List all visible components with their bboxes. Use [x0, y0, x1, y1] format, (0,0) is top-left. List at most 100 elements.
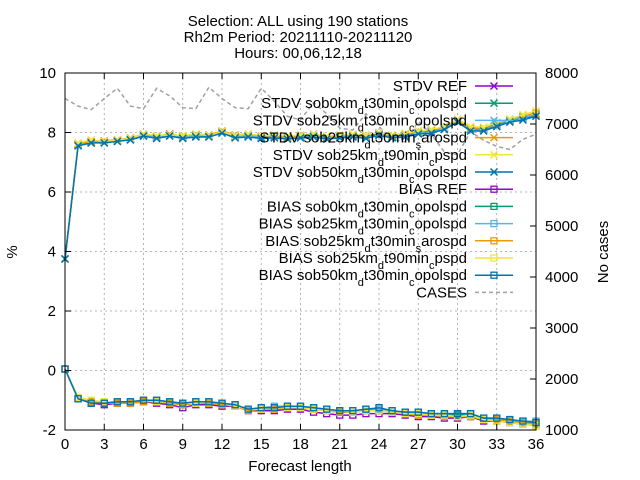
data-point: [113, 398, 121, 406]
data-point: [453, 409, 462, 418]
legend-sample-marker: [490, 185, 498, 193]
data-point: [362, 405, 370, 413]
x-tick-label: 9: [179, 436, 187, 453]
data-point: [126, 135, 135, 144]
legend-sample-marker: [490, 219, 498, 228]
legend-label: BIAS sob25kmdt90mincpspd: [279, 250, 467, 272]
legend-label: STDV sob25kmdt30minsarospd: [259, 130, 467, 152]
data-point: [152, 134, 161, 143]
y2-tick-label: 8000: [545, 65, 578, 82]
data-point: [518, 115, 527, 125]
cases-line: [64, 86, 537, 156]
legend-item: BIAS sob50kmdt30mincopolspd: [259, 267, 513, 289]
legend-label: STDV sob25kmdt90mincpspd: [273, 147, 467, 169]
data-point: [401, 132, 410, 141]
data-point: [296, 133, 305, 142]
data-point: [493, 414, 501, 422]
legend-sample-marker: [489, 150, 499, 159]
legend-sample-marker: [490, 237, 498, 245]
data-point: [348, 132, 357, 141]
data-point: [349, 407, 357, 415]
legend-item: STDV sob0kmdt30mincopolspd: [261, 95, 513, 117]
x-tick-label: 36: [528, 436, 545, 453]
data-point: [166, 398, 174, 406]
chart-title-line: Hours: 00,06,12,18: [234, 45, 362, 62]
legend-sample-marker: [490, 202, 498, 211]
data-point: [244, 405, 252, 413]
data-point: [309, 132, 318, 141]
y-tick-label: 6: [48, 184, 56, 201]
legend-label: STDV sob50kmdt30mincopolspd: [253, 164, 467, 186]
y-tick-label: 10: [39, 65, 56, 82]
data-point: [506, 415, 514, 424]
x-tick-label: 6: [139, 436, 147, 453]
data-point: [453, 115, 462, 124]
x-tick-label: 18: [292, 436, 309, 453]
data-point: [388, 407, 396, 415]
data-point: [322, 135, 331, 144]
data-point: [231, 401, 239, 409]
data-point: [100, 137, 109, 146]
legend-item: BIAS sob0kmdt30mincopolspd: [267, 198, 513, 220]
data-point: [427, 409, 435, 418]
y-tick-label: 0: [48, 363, 56, 380]
data-point: [205, 398, 213, 406]
data-point: [309, 129, 318, 139]
legend-label: BIAS REF: [399, 181, 467, 198]
data-point: [374, 128, 384, 137]
data-point: [270, 130, 279, 139]
legend-label: BIAS sob50kmdt30mincopolspd: [259, 267, 467, 289]
data-point: [100, 138, 109, 147]
y2-tick-label: 5000: [545, 218, 578, 235]
x-tick-label: 21: [331, 436, 348, 453]
data-point: [270, 133, 279, 142]
y2-axis-title: No cases: [595, 221, 612, 284]
data-point: [466, 126, 475, 136]
data-point: [296, 402, 305, 410]
data-point: [492, 122, 501, 131]
data-point: [257, 404, 265, 412]
legend-label: STDV sob25kmdt30mincopolspd: [253, 112, 467, 134]
data-point: [244, 129, 253, 139]
data-point: [388, 133, 397, 142]
data-point: [375, 404, 383, 412]
data-point: [192, 398, 200, 406]
data-point: [427, 129, 436, 138]
data-point: [348, 129, 357, 139]
legend-label: BIAS sob25kmdt30mincopolspd: [259, 216, 467, 238]
data-point: [126, 398, 135, 406]
y-tick-label: 2: [48, 303, 56, 320]
data-point: [309, 404, 318, 412]
data-point: [257, 134, 266, 143]
data-point: [283, 135, 292, 144]
data-point: [87, 138, 96, 147]
data-point: [204, 132, 213, 141]
legend-item: BIAS sob25kmdt90mincpspd: [279, 250, 513, 272]
legend-label: BIAS sob25kmdt30minsarospd: [265, 233, 467, 255]
y2-tick-label: 3000: [545, 320, 578, 337]
legend-item: STDV sob25kmdt30mincopolspd: [253, 112, 513, 134]
series: [61, 365, 540, 427]
data-point: [87, 399, 95, 407]
data-point: [336, 407, 344, 415]
data-point: [466, 409, 475, 418]
data-point: [179, 399, 187, 407]
legend-label: BIAS sob0kmdt30mincopolspd: [267, 198, 467, 220]
data-point: [361, 134, 370, 143]
legend-item: STDV sob50kmdt30mincopolspd: [253, 164, 513, 186]
y2-tick-label: 2000: [545, 371, 578, 388]
data-point: [139, 132, 148, 141]
data-point: [519, 417, 527, 425]
legend-sample-marker: [489, 116, 499, 125]
data-point: [453, 118, 462, 127]
data-point: [218, 399, 226, 407]
chart-title-line: Selection: ALL using 190 stations: [188, 13, 408, 30]
data-point: [374, 131, 384, 140]
legend-item: STDV sob25kmdt90mincpspd: [273, 147, 513, 169]
data-point: [479, 126, 488, 136]
legend-label: CASES: [416, 284, 467, 301]
data-point: [323, 405, 331, 413]
data-point: [113, 137, 122, 146]
data-point: [401, 408, 409, 416]
